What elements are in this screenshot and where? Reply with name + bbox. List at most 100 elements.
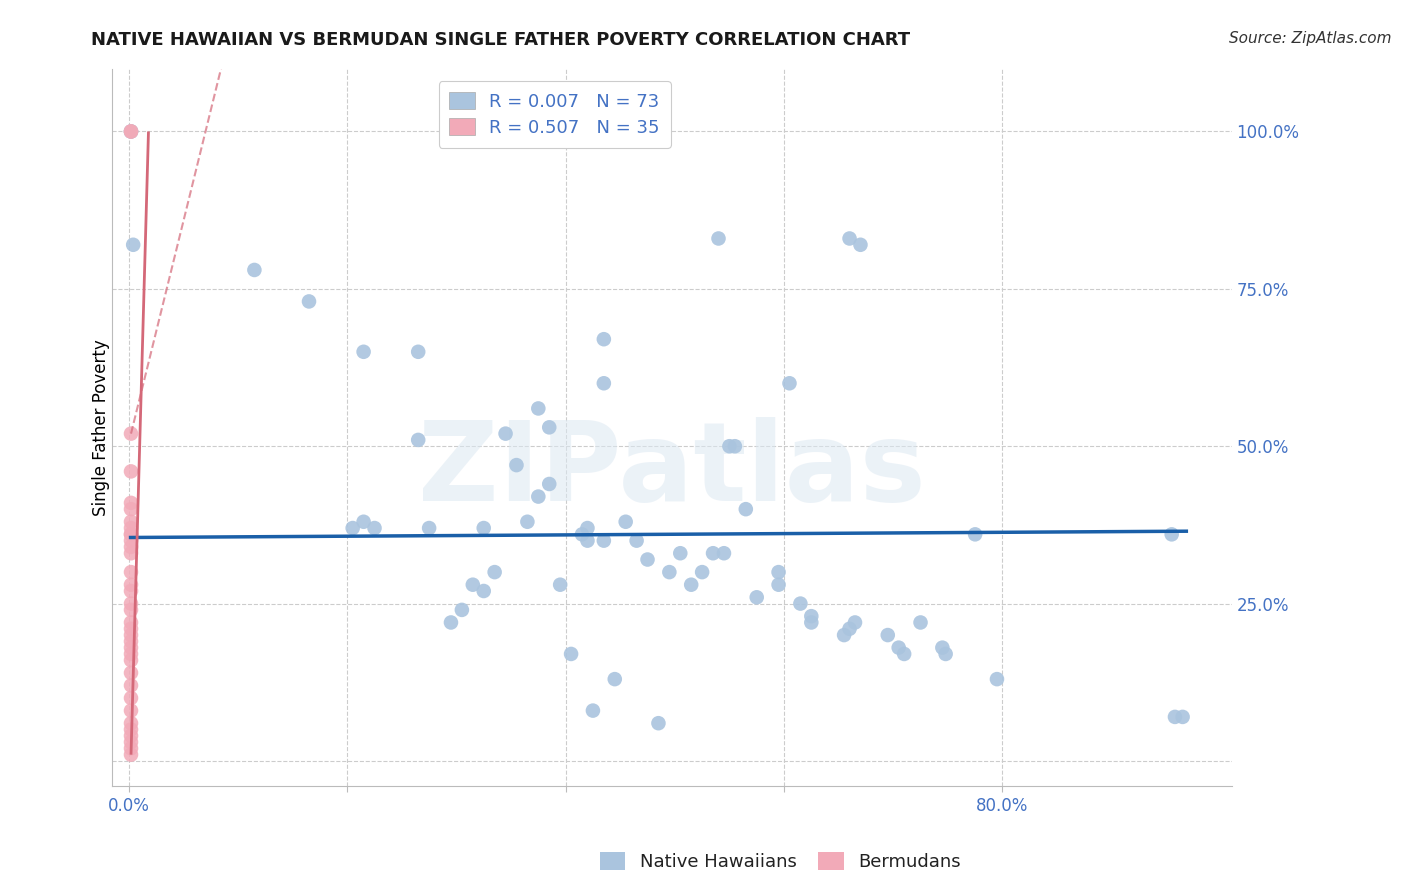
Point [342,521,364,535]
Point [745,591,768,605]
Point [658,565,681,579]
Text: NATIVE HAWAIIAN VS BERMUDAN SINGLE FATHER POVERTY CORRELATION CHART: NATIVE HAWAIIAN VS BERMUDAN SINGLE FATHE… [91,31,911,49]
Point [120,640,142,655]
Point [681,577,703,591]
Legend: R = 0.007   N = 73, R = 0.507   N = 35: R = 0.007 N = 73, R = 0.507 N = 35 [439,81,671,148]
Point [353,344,375,359]
Point [120,634,142,648]
Point [910,615,932,630]
Point [626,533,648,548]
Point [120,426,142,441]
Point [120,597,142,611]
Point [120,747,142,762]
Point [637,552,659,566]
Point [120,729,142,743]
Point [690,565,713,579]
Point [472,521,495,535]
Point [120,704,142,718]
Point [768,565,790,579]
Point [986,672,1008,686]
Point [592,376,614,391]
Point [844,615,866,630]
Point [1171,710,1194,724]
Point [440,615,463,630]
Point [120,628,142,642]
Point [120,527,142,541]
Point [876,628,898,642]
Point [560,647,582,661]
Point [495,426,517,441]
Point [724,439,747,453]
Point [120,124,142,138]
Text: Source: ZipAtlas.com: Source: ZipAtlas.com [1229,31,1392,46]
Point [713,546,735,560]
Point [451,603,474,617]
Point [527,401,550,416]
Point [538,477,561,491]
Point [527,490,550,504]
Point [120,533,142,548]
Point [669,546,692,560]
Point [120,546,142,560]
Point [576,521,599,535]
Point [472,584,495,599]
Point [120,124,142,138]
Point [1164,710,1187,724]
Point [849,237,872,252]
Point [363,521,385,535]
Point [120,735,142,749]
Point [893,647,915,661]
Point [120,565,142,579]
Point [887,640,910,655]
Point [614,515,637,529]
Point [832,628,855,642]
Point [120,647,142,661]
Point [120,496,142,510]
Point [120,502,142,516]
Point [120,540,142,554]
Point [838,622,860,636]
Point [734,502,756,516]
Point [120,577,142,591]
Point [935,647,957,661]
Point [800,615,823,630]
Point [120,584,142,599]
Point [120,741,142,756]
Point [538,420,561,434]
Point [789,597,811,611]
Point [647,716,669,731]
Point [702,546,724,560]
Point [965,527,987,541]
Point [592,332,614,346]
Point [800,609,823,624]
Point [582,704,605,718]
Point [495,124,517,138]
Y-axis label: Single Father Poverty: Single Father Poverty [93,339,110,516]
Point [1160,527,1182,541]
Point [505,458,527,472]
Point [298,294,321,309]
Point [838,231,860,245]
Point [120,464,142,478]
Point [120,665,142,680]
Point [718,439,741,453]
Point [418,521,440,535]
Point [120,515,142,529]
Point [120,678,142,692]
Point [120,527,142,541]
Point [548,577,571,591]
Point [406,433,429,447]
Point [120,691,142,706]
Legend: Native Hawaiians, Bermudans: Native Hawaiians, Bermudans [593,846,967,879]
Point [931,640,953,655]
Point [353,515,375,529]
Point [406,344,429,359]
Point [571,527,593,541]
Point [120,653,142,667]
Point [120,716,142,731]
Point [120,615,142,630]
Point [120,124,142,138]
Text: ZIPatlas: ZIPatlas [418,417,927,524]
Point [603,672,626,686]
Point [779,376,801,391]
